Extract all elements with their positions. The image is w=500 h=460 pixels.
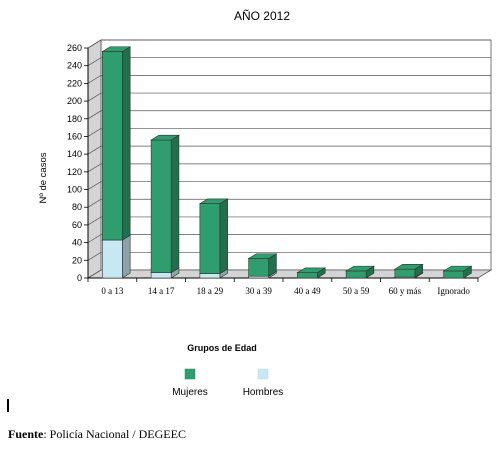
bar-mujeres	[443, 270, 464, 279]
gridline	[87, 128, 491, 137]
chart: AÑO 2012 0 20 40 60 80 100 120 140 160 180 200 220 2…	[38, 9, 493, 398]
gridline	[87, 39, 491, 49]
gridline	[87, 251, 491, 261]
bar-top-mujeres	[296, 267, 327, 273]
legend-label-hombres: Hombres	[243, 387, 284, 398]
y-tick-label: 220	[67, 78, 82, 88]
y-tick-label: 200	[67, 96, 82, 106]
y-tick-label: 120	[67, 167, 82, 177]
bar-mujeres	[297, 272, 318, 279]
bar-mujeres	[248, 258, 269, 277]
x-tick-label: 0 a 13	[101, 286, 123, 296]
y-tick-label: 160	[67, 131, 82, 141]
y-axis-label: Nº de casos	[38, 152, 49, 203]
x-tick-label: 60 y más	[389, 286, 422, 296]
legend-label-mujeres: Mujeres	[172, 387, 208, 398]
y-tick-label: 180	[67, 114, 82, 124]
bar-hombres	[199, 273, 221, 279]
y-tick-label: 140	[67, 149, 82, 159]
y-tick-label: 60	[72, 220, 82, 230]
bar-top-mujeres	[198, 198, 229, 204]
x-tick-label: 18 a 29	[197, 286, 224, 296]
gridline	[87, 57, 491, 66]
bar-hombres	[102, 239, 123, 279]
x-tick-label: 30 a 39	[245, 286, 272, 296]
y-tick-label: 20	[72, 255, 82, 265]
legend-swatch-hombres	[257, 368, 269, 380]
bar-side-mujeres	[122, 46, 131, 241]
x-tick-label: 14 a 17	[148, 286, 175, 296]
bar-top-mujeres	[345, 265, 375, 272]
y-tick-label: 0	[77, 273, 82, 283]
plot-area: 0 20 40 60 80 100 120 140 160 180 200 220 240 260 0 a …	[67, 39, 493, 296]
legend-swatch-mujeres	[184, 368, 196, 380]
gridline	[87, 110, 491, 120]
source-text: : Policía Nacional / DEGEEC	[43, 427, 186, 441]
bar-mujeres	[199, 203, 221, 274]
gridline	[87, 145, 491, 155]
gridline	[87, 234, 491, 243]
bar-side-mujeres	[219, 198, 228, 275]
bar-top-mujeres	[101, 46, 132, 52]
gridline	[87, 75, 491, 84]
bar-mujeres	[102, 51, 123, 241]
y-tick-label: 100	[67, 185, 82, 195]
y-tick-label: 260	[67, 43, 82, 53]
y-tick-label: 80	[72, 202, 82, 212]
y-tick-label: 240	[67, 61, 82, 71]
x-tick-label: 40 a 49	[294, 286, 321, 296]
floor	[86, 269, 493, 279]
bar-top-mujeres	[393, 264, 424, 270]
bar-mujeres	[345, 270, 367, 279]
x-tick-label: 50 a 59	[343, 286, 370, 296]
bar-side-mujeres	[170, 134, 180, 274]
x-tick-label: Ignorado	[437, 286, 470, 296]
legend-title: Grupos de Edad	[187, 343, 257, 353]
bar-mujeres	[394, 268, 416, 278]
chart-title: AÑO 2012	[234, 9, 290, 23]
bar-hombres	[150, 272, 172, 279]
text-cursor	[7, 399, 9, 412]
side-wall	[87, 39, 102, 279]
y-tick-label: 40	[72, 238, 82, 248]
bar-top-mujeres	[442, 265, 473, 272]
source-note: Fuente: Policía Nacional / DEGEEC	[8, 427, 186, 442]
gridline	[87, 198, 491, 208]
gridline	[87, 92, 491, 102]
gridline	[87, 181, 491, 190]
legend: Mujeres Hombres	[172, 368, 284, 398]
bar-top-mujeres	[150, 134, 180, 141]
source-label: Fuente	[8, 427, 44, 441]
gridline	[87, 216, 491, 226]
bar-mujeres	[150, 139, 172, 273]
bar-side-hombres	[122, 234, 131, 279]
gridline	[87, 163, 491, 173]
bar-top-mujeres	[247, 253, 278, 259]
